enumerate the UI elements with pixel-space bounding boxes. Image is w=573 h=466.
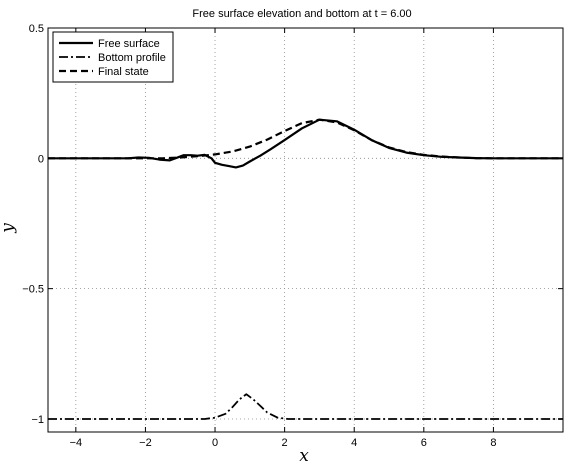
x-tick-label: −4 [70,437,83,449]
x-axis-label: x [299,446,309,466]
x-tick-label: 4 [351,437,357,449]
x-tick-label: −2 [139,437,152,449]
series-line-final-state [48,118,563,160]
y-tick-label: 0.5 [29,23,44,35]
plot-frame [47,27,564,433]
x-tick-label: 6 [421,437,427,449]
legend-label: Bottom profile [98,52,166,64]
y-tick-label: −0.5 [22,284,44,296]
y-tick-label: −1 [31,414,44,426]
chart-title: Free surface elevation and bottom at t =… [192,8,411,20]
y-axis-label: y [0,223,18,234]
x-tick-label: 8 [490,437,496,449]
series-line-bottom-profile [48,393,563,420]
legend-label: Free surface [98,38,160,50]
y-tick-label: 0 [38,153,44,165]
x-tick-label: 2 [282,437,288,449]
series-line-free-surface [48,118,563,169]
x-tick-label: 0 [212,437,218,449]
grid [48,27,563,432]
series-layer [48,118,563,420]
legend: Free surface Bottom profile Final state [52,31,174,83]
legend-label: Final state [98,66,149,78]
ticks: −4 −2 0 2 4 6 8 −1 −0.5 0 0.5 [22,23,563,449]
